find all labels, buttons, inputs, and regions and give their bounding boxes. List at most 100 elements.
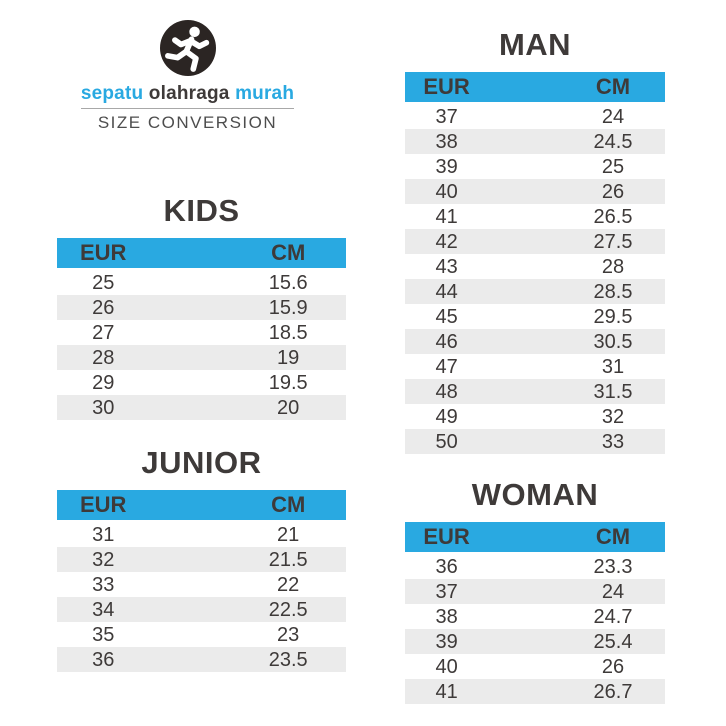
eur-cell: 28 (92, 346, 115, 369)
table-row: 37 24 (405, 104, 665, 129)
eur-cell: 40 (435, 180, 458, 203)
table-row: 39 25.4 (405, 629, 665, 654)
table-row: 45 29.5 (405, 304, 665, 329)
column-header-cm: CM (271, 492, 306, 517)
woman-table-title: WOMAN (471, 477, 599, 512)
cm-cell: 31 (601, 355, 625, 378)
eur-cell: 43 (435, 255, 458, 278)
eur-cell: 30 (92, 396, 115, 419)
cm-cell: 32 (601, 405, 625, 428)
table-row: 29 19.5 (57, 370, 346, 395)
cm-cell: 26 (601, 655, 625, 678)
man-table-title: MAN (498, 27, 572, 62)
kids-table-title: KIDS (163, 193, 240, 228)
cm-cell: 21.5 (268, 548, 308, 571)
table-row: 30 20 (57, 395, 346, 420)
table-row: 38 24.5 (405, 129, 665, 154)
column-header-eur: EUR (423, 74, 470, 99)
column-header-cm: CM (271, 240, 306, 265)
table-row: 41 26.5 (405, 204, 665, 229)
eur-cell: 37 (435, 105, 458, 128)
table-row: 49 32 (405, 404, 665, 429)
table-row: 36 23.3 (405, 554, 665, 579)
eur-cell: 34 (92, 598, 115, 621)
kids-section: KIDS EUR CM 25 15.6 26 15.9 27 18.5 28 19 29 19.5 30… (57, 193, 346, 420)
table-header-row: EUR CM (405, 72, 665, 102)
cm-cell: 33 (601, 430, 625, 453)
eur-cell: 50 (435, 430, 458, 453)
cm-cell: 29.5 (593, 305, 633, 328)
eur-cell: 36 (92, 648, 115, 671)
cm-cell: 24 (601, 105, 625, 128)
table-row: 48 31.5 (405, 379, 665, 404)
brand-tagline: SIZE CONVERSION (97, 113, 278, 132)
cm-cell: 28 (601, 255, 625, 278)
table-row: 43 28 (405, 254, 665, 279)
cm-cell: 27.5 (593, 230, 633, 253)
table-row: 50 33 (405, 429, 665, 454)
junior-section: JUNIOR EUR CM 31 21 32 21.5 33 22 34 22.5 35 23 36 23… (57, 445, 346, 672)
cm-cell: 30.5 (593, 330, 633, 353)
table-row: 26 15.9 (57, 295, 346, 320)
table-row: 32 21.5 (57, 547, 346, 572)
eur-cell: 32 (92, 548, 115, 571)
table-header-row: EUR CM (57, 238, 346, 268)
table-row: 40 26 (405, 654, 665, 679)
table-row: 35 23 (57, 622, 346, 647)
table-row: 28 19 (57, 345, 346, 370)
eur-cell: 41 (435, 680, 458, 703)
table-row: 33 22 (57, 572, 346, 597)
table-row: 37 24 (405, 579, 665, 604)
eur-cell: 38 (435, 605, 458, 628)
junior-table: EUR CM 31 21 32 21.5 33 22 34 22.5 35 23 36 23.5 (57, 490, 346, 672)
cm-cell: 24.7 (593, 605, 633, 628)
eur-cell: 27 (92, 321, 115, 344)
table-row: 39 25 (405, 154, 665, 179)
cm-cell: 25 (601, 155, 625, 178)
eur-cell: 44 (435, 280, 458, 303)
column-header-eur: EUR (80, 492, 127, 517)
eur-cell: 40 (435, 655, 458, 678)
cm-cell: 26 (601, 180, 625, 203)
cm-cell: 21 (277, 523, 300, 546)
table-row: 47 31 (405, 354, 665, 379)
cm-cell: 26.7 (593, 680, 633, 703)
column-header-eur: EUR (423, 524, 470, 549)
brand-word-olahraga: olahraga (148, 83, 230, 104)
table-row: 31 21 (57, 522, 346, 547)
eur-cell: 36 (435, 555, 458, 578)
cm-cell: 22 (277, 573, 300, 596)
cm-cell: 19 (277, 346, 300, 369)
cm-cell: 24.5 (593, 130, 633, 153)
man-section: MAN EUR CM 37 24 38 24.5 39 25 40 26 41 26.5 42 27.5 4… (405, 27, 665, 454)
cm-cell: 24 (601, 580, 625, 603)
cm-cell: 26.5 (593, 205, 633, 228)
cm-cell: 19.5 (268, 371, 308, 394)
eur-cell: 49 (435, 405, 458, 428)
cm-cell: 31.5 (593, 380, 633, 403)
table-row: 27 18.5 (57, 320, 346, 345)
brand-name: sepatu olahraga murah (80, 83, 295, 109)
table-header-row: EUR CM (57, 490, 346, 520)
table-row: 41 26.7 (405, 679, 665, 704)
table-row: 25 15.6 (57, 270, 346, 295)
column-header-cm: CM (595, 524, 631, 549)
eur-cell: 38 (435, 130, 458, 153)
man-table: EUR CM 37 24 38 24.5 39 25 40 26 41 26.5 42 27.5 43 28 4… (405, 72, 665, 454)
eur-cell: 39 (435, 630, 458, 653)
table-row: 36 23.5 (57, 647, 346, 672)
table-row: 44 28.5 (405, 279, 665, 304)
table-row: 46 30.5 (405, 329, 665, 354)
cm-cell: 28.5 (593, 280, 633, 303)
eur-cell: 45 (435, 305, 458, 328)
cm-cell: 15.9 (268, 296, 308, 319)
cm-cell: 22.5 (268, 598, 308, 621)
junior-table-title: JUNIOR (141, 445, 262, 480)
eur-cell: 39 (435, 155, 458, 178)
table-row: 38 24.7 (405, 604, 665, 629)
eur-cell: 29 (92, 371, 115, 394)
table-row: 42 27.5 (405, 229, 665, 254)
eur-cell: 48 (435, 380, 458, 403)
eur-cell: 25 (92, 271, 115, 294)
